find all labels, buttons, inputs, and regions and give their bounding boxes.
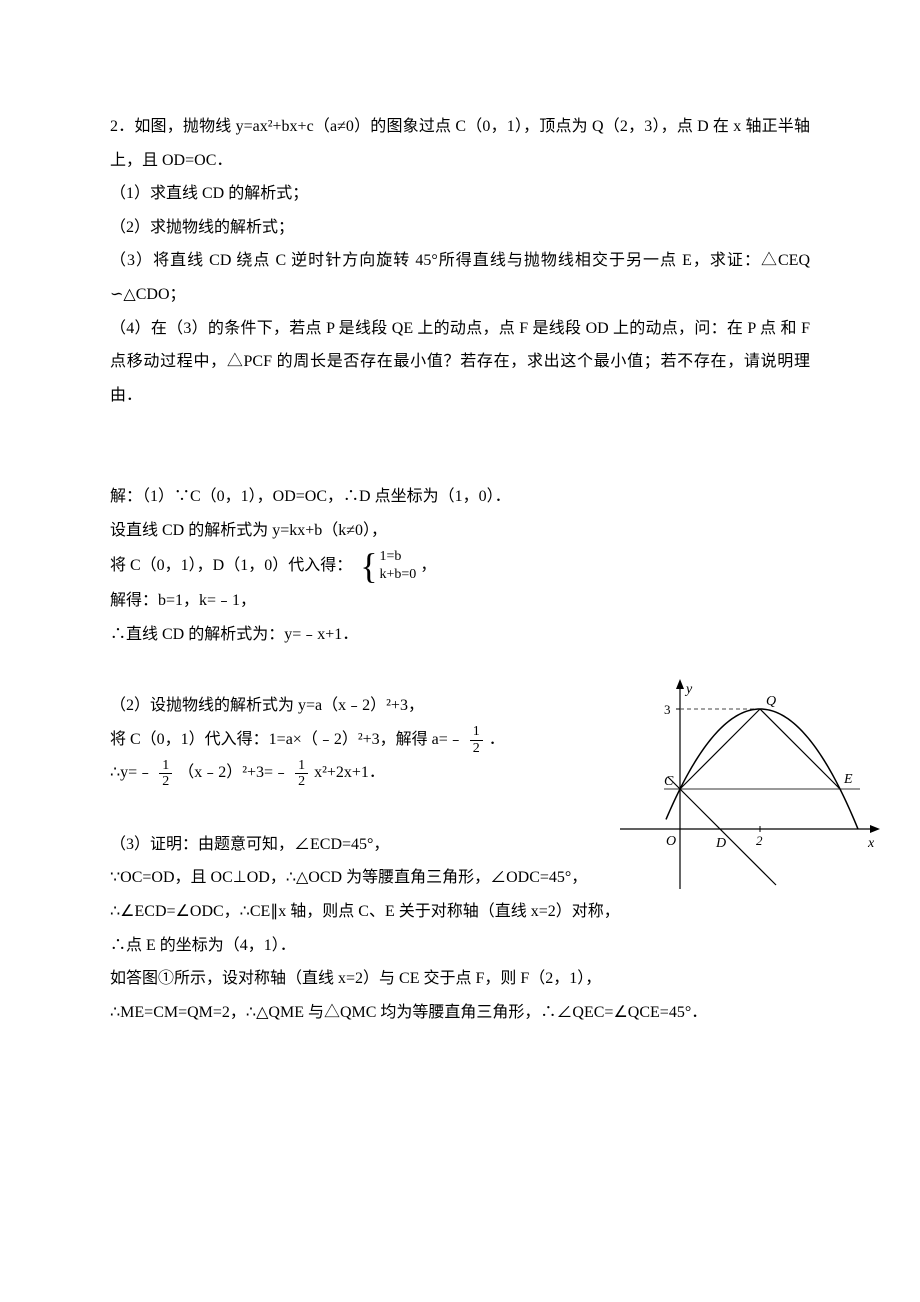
- brace-top: 1=b: [380, 548, 417, 566]
- problem-q2: （2）求抛物线的解析式；: [110, 211, 810, 245]
- sol1-line3-pre: 将 C（0，1），D（1，0）代入得：: [110, 556, 352, 573]
- sol2-line2-pre: 将 C（0，1）代入得：1=a×（﹣2）²+3，解得 a=﹣: [110, 731, 464, 748]
- frac-num: 1: [470, 724, 483, 740]
- sol3-line6: ∴ME=CM=QM=2，∴△QME 与△QMC 均为等腰直角三角形，∴∠QEC=…: [110, 996, 810, 1030]
- svg-text:2: 2: [756, 833, 763, 848]
- sol1-line2: 设直线 CD 的解析式为 y=kx+b（k≠0），: [110, 514, 810, 548]
- fraction-half: 1 2: [159, 758, 172, 790]
- sol2-line3-pre: ∴y=﹣: [110, 764, 153, 781]
- svg-text:C: C: [664, 774, 674, 789]
- svg-text:Q: Q: [766, 694, 776, 709]
- sol2-line2-post: ．: [489, 731, 505, 748]
- fraction-half: 1 2: [470, 724, 483, 756]
- frac-den: 2: [159, 774, 172, 789]
- svg-text:O: O: [666, 834, 676, 849]
- svg-text:y: y: [684, 682, 693, 697]
- svg-text:E: E: [843, 772, 853, 787]
- svg-text:x: x: [867, 836, 875, 851]
- parabola-figure: 2 3 x y O C D E Q: [620, 679, 880, 902]
- problem-q3: （3）将直线 CD 绕点 C 逆时针方向旋转 45°所得直线与抛物线相交于另一点…: [110, 244, 810, 311]
- parabola-svg: 2 3 x y O C D E Q: [620, 679, 880, 889]
- sol1-line5: ∴直线 CD 的解析式为：y=﹣x+1．: [110, 618, 810, 652]
- sol1-line3-post: ，: [420, 556, 436, 573]
- sol1-line4: 解得：b=1，k=﹣1，: [110, 584, 810, 618]
- left-brace-icon: {: [360, 548, 377, 584]
- svg-text:D: D: [715, 836, 726, 851]
- sol2-line3-mid: （x﹣2）²+3=﹣: [178, 764, 289, 781]
- problem-q1: （1）求直线 CD 的解析式；: [110, 177, 810, 211]
- sol1-line1: 解：（1）∵C（0，1），OD=OC，∴D 点坐标为（1，0）．: [110, 480, 810, 514]
- svg-text:3: 3: [664, 702, 671, 717]
- problem-statement: 2．如图，抛物线 y=ax²+bx+c（a≠0）的图象过点 C（0，1），顶点为…: [110, 110, 810, 177]
- frac-den: 2: [470, 741, 483, 756]
- frac-num: 1: [295, 758, 308, 774]
- sol3-line4: ∴点 E 的坐标为（4，1）．: [110, 929, 810, 963]
- brace-bot: k+b=0: [380, 566, 417, 584]
- frac-den: 2: [295, 774, 308, 789]
- brace-system: { 1=b k+b=0: [360, 548, 416, 584]
- sol2-line3-post: x²+2x+1．: [314, 764, 385, 781]
- problem-q4: （4）在（3）的条件下，若点 P 是线段 QE 上的动点，点 F 是线段 OD …: [110, 312, 810, 413]
- frac-num: 1: [159, 758, 172, 774]
- sol1-line3: 将 C（0，1），D（1，0）代入得： { 1=b k+b=0 ，: [110, 548, 810, 584]
- sol3-line5: 如答图①所示，设对称轴（直线 x=2）与 CE 交于点 F，则 F（2，1），: [110, 962, 810, 996]
- fraction-half: 1 2: [295, 758, 308, 790]
